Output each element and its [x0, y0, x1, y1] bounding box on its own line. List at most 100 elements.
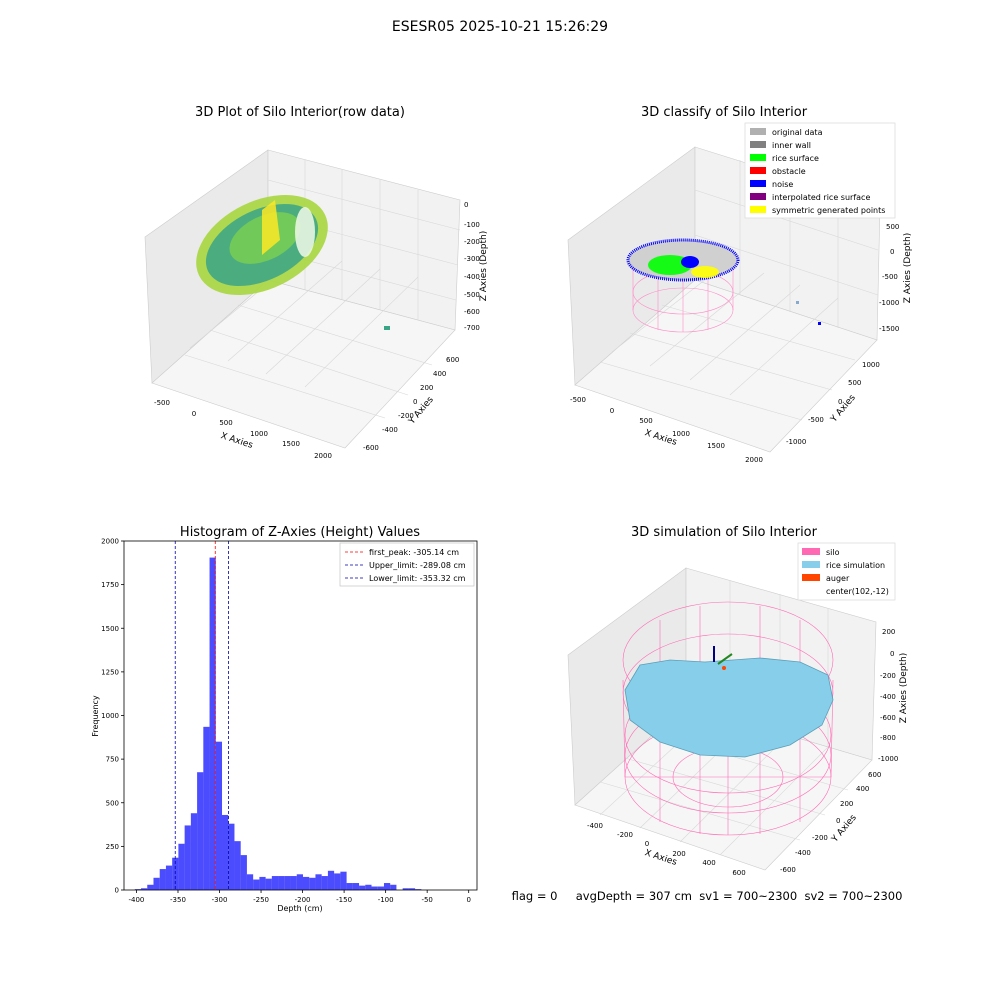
svg-text:-700: -700 [464, 324, 480, 332]
svg-text:200: 200 [420, 384, 433, 392]
x-tick-label: -150 [336, 896, 352, 904]
histogram-bar [184, 825, 191, 890]
histogram-x-label: Depth (cm) [277, 904, 322, 913]
histogram-bar [309, 877, 316, 890]
svg-text:-400: -400 [587, 822, 603, 830]
svg-text:2000: 2000 [314, 452, 332, 460]
histogram-bar [253, 879, 260, 890]
legend-label-obstacle: obstacle [772, 167, 806, 176]
svg-text:-500: -500 [882, 273, 898, 281]
classify-z-ticks: 500 0 -500 -1000 -1500 [879, 223, 899, 333]
svg-text:200: 200 [882, 628, 895, 636]
histogram-bar [290, 876, 297, 890]
svg-text:0: 0 [192, 410, 196, 418]
histogram-bar [408, 888, 416, 890]
raw-z-label: Z Axies (Depth) [479, 231, 489, 302]
histogram-bar [222, 814, 229, 890]
histogram-bar [153, 877, 160, 890]
histogram-plot-area: -400 -350 -300 -250 -200 -150 -100 -50 0 0 250 500 7… [101, 538, 478, 904]
y-tick-label: 1250 [101, 668, 119, 676]
legend-swatch-rice-simulation [802, 561, 820, 568]
histogram-bar [346, 883, 353, 890]
histogram-bar [240, 855, 247, 890]
histogram-bar [315, 874, 322, 890]
x-tick-label: -250 [253, 896, 269, 904]
x-tick-label: 0 [466, 896, 470, 904]
panel-classify-3d: 3D classify of Silo Interior [567, 105, 913, 464]
y-tick-label: 250 [106, 843, 119, 851]
svg-text:-400: -400 [880, 693, 896, 701]
classify-x-ticks: -500 0 500 1000 1500 2000 [570, 396, 763, 464]
svg-text:1500: 1500 [707, 442, 725, 450]
histogram-bar [327, 870, 335, 890]
svg-text:500: 500 [848, 379, 861, 387]
legend-label-rice-surface: rice surface [772, 154, 819, 163]
classify-z-label: Z Axies (Depth) [903, 233, 913, 304]
histogram-bar [390, 884, 397, 890]
svg-text:-300: -300 [464, 255, 480, 263]
svg-text:2000: 2000 [745, 456, 763, 464]
legend-swatch-original-data [750, 128, 766, 135]
svg-text:1000: 1000 [862, 361, 880, 369]
svg-text:400: 400 [702, 859, 715, 867]
histogram-bar [159, 869, 166, 890]
histogram-bar [134, 889, 142, 890]
y-tick-label: 2000 [101, 538, 119, 546]
histogram-bar [259, 876, 266, 890]
simulation-rice-surface [624, 657, 834, 758]
histogram-bar [415, 889, 422, 890]
svg-text:-200: -200 [617, 831, 633, 839]
legend-label-inner-wall: inner wall [772, 141, 811, 150]
legend-swatch-symmetric [750, 206, 766, 213]
classify-outlier-gray [796, 301, 799, 304]
svg-text:-100: -100 [464, 221, 480, 229]
svg-text:-1500: -1500 [879, 325, 899, 333]
svg-text:400: 400 [433, 370, 446, 378]
histogram-bar [246, 874, 254, 890]
raw-y-ticks: -600 -400 -200 0 200 400 600 [363, 356, 459, 452]
classify-point-cloud [626, 238, 740, 282]
legend-swatch-obstacle [750, 167, 766, 174]
simulation-legend: silo rice simulation auger center(102,-1… [797, 542, 896, 601]
legend-label-upper-limit: Upper_limit: -289.08 cm [369, 561, 466, 570]
histogram-bar [265, 878, 272, 890]
svg-text:-200: -200 [880, 672, 896, 680]
svg-text:500: 500 [639, 417, 652, 425]
x-tick-label: -200 [295, 896, 311, 904]
legend-swatch-auger [802, 574, 820, 581]
classify-noise-outlier [818, 322, 821, 325]
svg-text:1000: 1000 [672, 430, 690, 438]
histogram-bar [383, 883, 391, 890]
svg-text:-600: -600 [363, 444, 379, 452]
simulation-y-ticks: -600 -400 -200 0 200 400 600 [780, 771, 881, 874]
panel-histogram: Histogram of Z-Axies (Height) Values -40… [91, 525, 478, 913]
legend-label-lower-limit: Lower_limit: -353.32 cm [369, 574, 466, 583]
legend-label-rice-simulation: rice simulation [826, 561, 885, 570]
svg-text:0: 0 [610, 407, 614, 415]
raw-point-cloud [196, 194, 328, 296]
svg-text:-200: -200 [812, 834, 828, 842]
histogram-bar [203, 726, 210, 890]
svg-text:600: 600 [446, 356, 459, 364]
histogram-bar [377, 886, 384, 890]
x-tick-label: -350 [170, 896, 186, 904]
svg-text:-400: -400 [795, 849, 811, 857]
histogram-bar [197, 772, 204, 890]
svg-text:-500: -500 [808, 416, 824, 424]
svg-text:200: 200 [840, 800, 853, 808]
x-tick-label: -300 [212, 896, 228, 904]
raw-z-ticks: 0 -100 -200 -300 -400 -500 -600 -700 [464, 201, 480, 332]
svg-text:200: 200 [672, 850, 685, 858]
floor-pane [574, 704, 873, 871]
panel-classify-title: 3D classify of Silo Interior [641, 105, 808, 120]
svg-text:-600: -600 [880, 714, 896, 722]
histogram-bar [228, 823, 235, 890]
floor-pane [151, 279, 456, 449]
panel-simulation-title: 3D simulation of Silo Interior [631, 525, 818, 540]
svg-text:500: 500 [219, 419, 232, 427]
svg-text:-800: -800 [880, 734, 896, 742]
histogram-bar [302, 876, 310, 890]
histogram-bar [352, 883, 360, 890]
legend-label-auger: auger [826, 574, 850, 583]
